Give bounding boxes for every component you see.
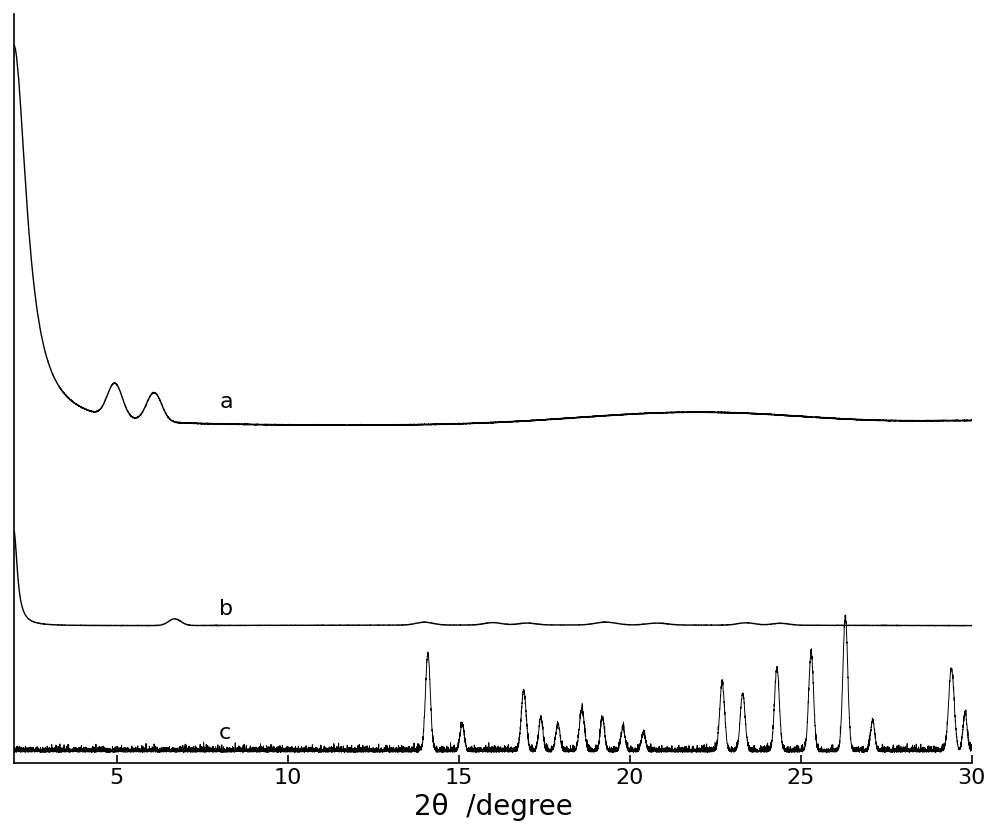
X-axis label: 2θ  /degree: 2θ /degree [414,793,572,821]
Text: c: c [219,723,231,743]
Text: b: b [219,599,233,619]
Text: a: a [219,392,233,412]
